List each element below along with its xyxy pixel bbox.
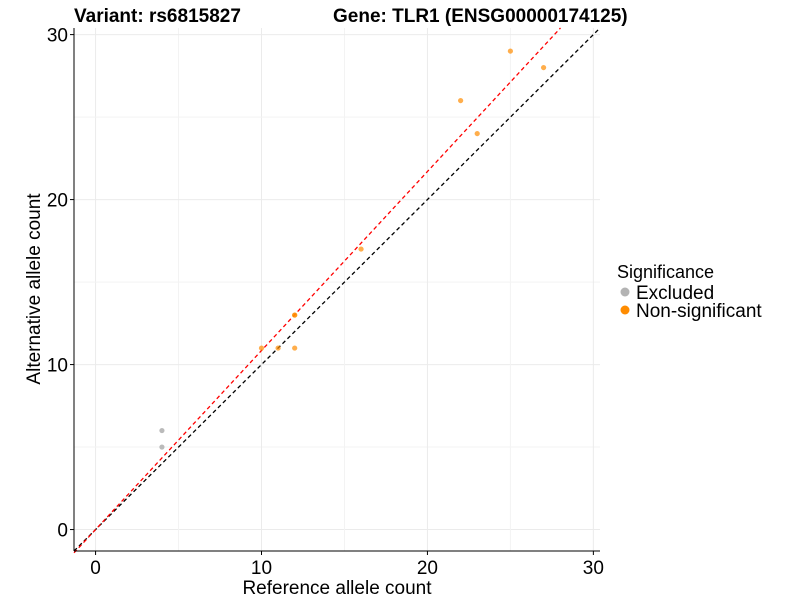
- x-tick-label: 0: [90, 558, 101, 579]
- gene-title: Gene: TLR1 (ENSG00000174125): [333, 6, 628, 27]
- x-axis-title: Reference allele count: [242, 578, 432, 599]
- y-tick-label: 0: [57, 521, 68, 542]
- data-point-1-6: [458, 97, 464, 104]
- data-point-0-1: [159, 444, 165, 450]
- x-axis-ticks: 0 10 20 30: [90, 551, 604, 579]
- y-tick-label: 30: [47, 26, 68, 47]
- legend-key-excluded: [620, 287, 630, 297]
- grid-lines: [74, 28, 600, 551]
- data-point-1-0: [258, 345, 265, 351]
- data-point-1-9: [540, 64, 547, 71]
- legend: Significance Excluded Non-significant: [617, 262, 762, 322]
- reference-lines: [73, 27, 601, 554]
- reference-line-0: [73, 27, 601, 552]
- x-tick-label: 10: [251, 558, 272, 579]
- data-point-1-3: [292, 312, 298, 318]
- data-point-1-5: [358, 246, 364, 252]
- x-tick-label: 30: [583, 558, 604, 579]
- data-point-1-1: [275, 345, 281, 351]
- data-point-1-4: [292, 345, 298, 351]
- x-tick-label: 20: [417, 558, 438, 579]
- variant-title: Variant: rs6815827: [74, 6, 241, 27]
- legend-key-non-significant: [620, 305, 630, 315]
- y-axis-title: Alternative allele count: [24, 193, 45, 385]
- data-point-1-8: [507, 48, 513, 54]
- legend-label-excluded: Excluded: [636, 283, 714, 304]
- legend-label-non-significant: Non-significant: [636, 301, 762, 322]
- data-points: [159, 48, 547, 450]
- y-axis-ticks: 0 10 20 30: [47, 26, 74, 542]
- data-point-0-0: [159, 427, 165, 434]
- data-point-1-7: [474, 130, 480, 137]
- legend-title: Significance: [617, 262, 714, 282]
- y-tick-label: 20: [47, 191, 68, 212]
- y-tick-label: 10: [47, 356, 68, 377]
- reference-line-1: [73, 27, 561, 554]
